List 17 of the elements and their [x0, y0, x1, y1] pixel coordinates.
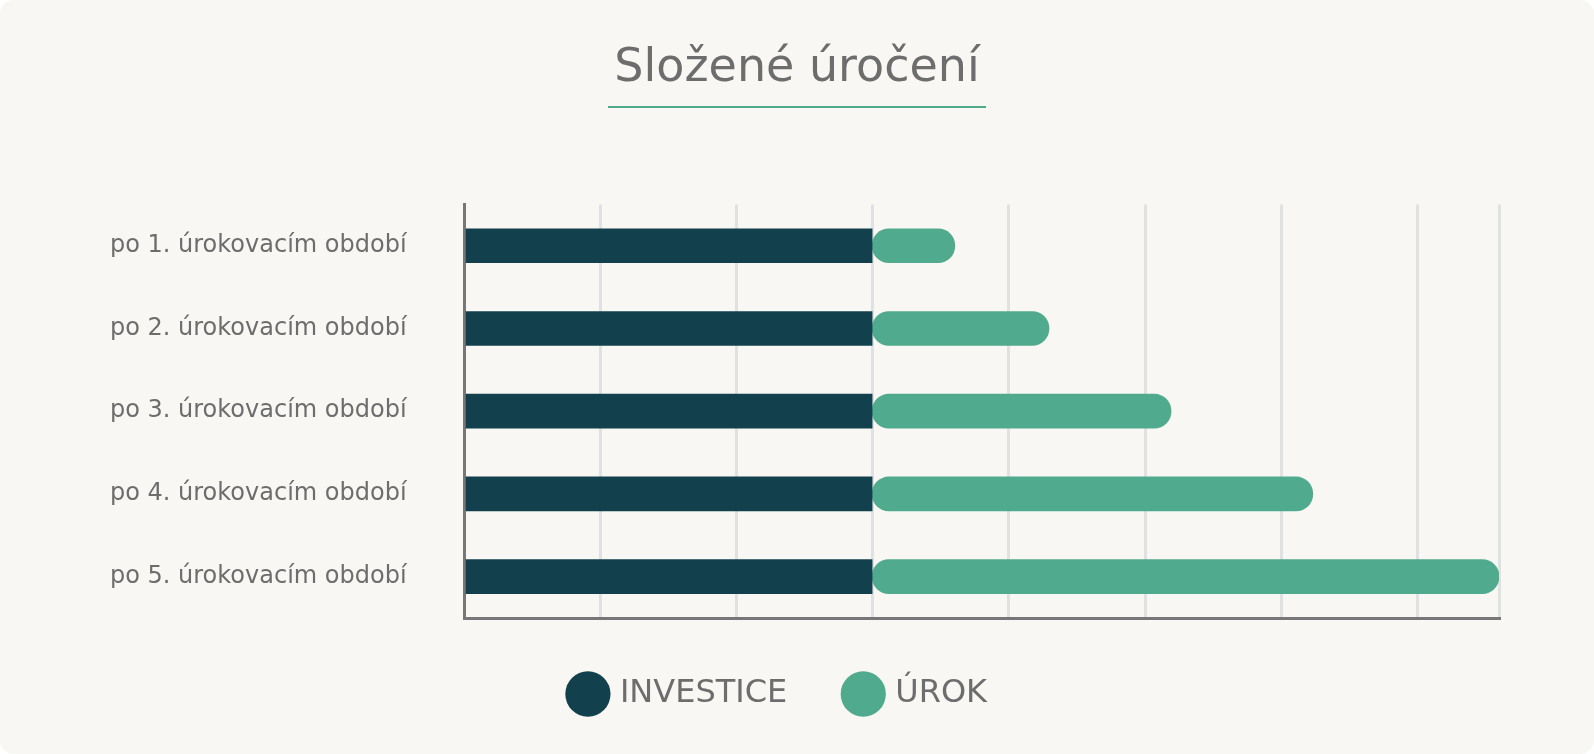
y-tick-label: po 5. úrokovacím období: [109, 560, 408, 589]
y-tick-label: po 1. úrokovacím období: [109, 229, 408, 258]
bar: [465, 476, 873, 512]
chart-title: Složené úročení: [608, 38, 986, 108]
y-tick-label: po 3. úrokovacím období: [109, 395, 408, 424]
y-tick-label: po 2. úrokovacím období: [109, 312, 408, 341]
bar: [871, 311, 1050, 346]
bar: [871, 559, 1499, 594]
bar: [871, 476, 1314, 512]
y-tick-label: po 4. úrokovacím období: [109, 478, 408, 507]
bar: [465, 228, 873, 264]
bar: [465, 311, 873, 346]
bar: [465, 559, 873, 594]
legend-label: INVESTICE: [619, 672, 788, 711]
bar: [871, 393, 1172, 429]
bar: [465, 393, 873, 429]
legend-label: ÚROK: [895, 671, 989, 711]
